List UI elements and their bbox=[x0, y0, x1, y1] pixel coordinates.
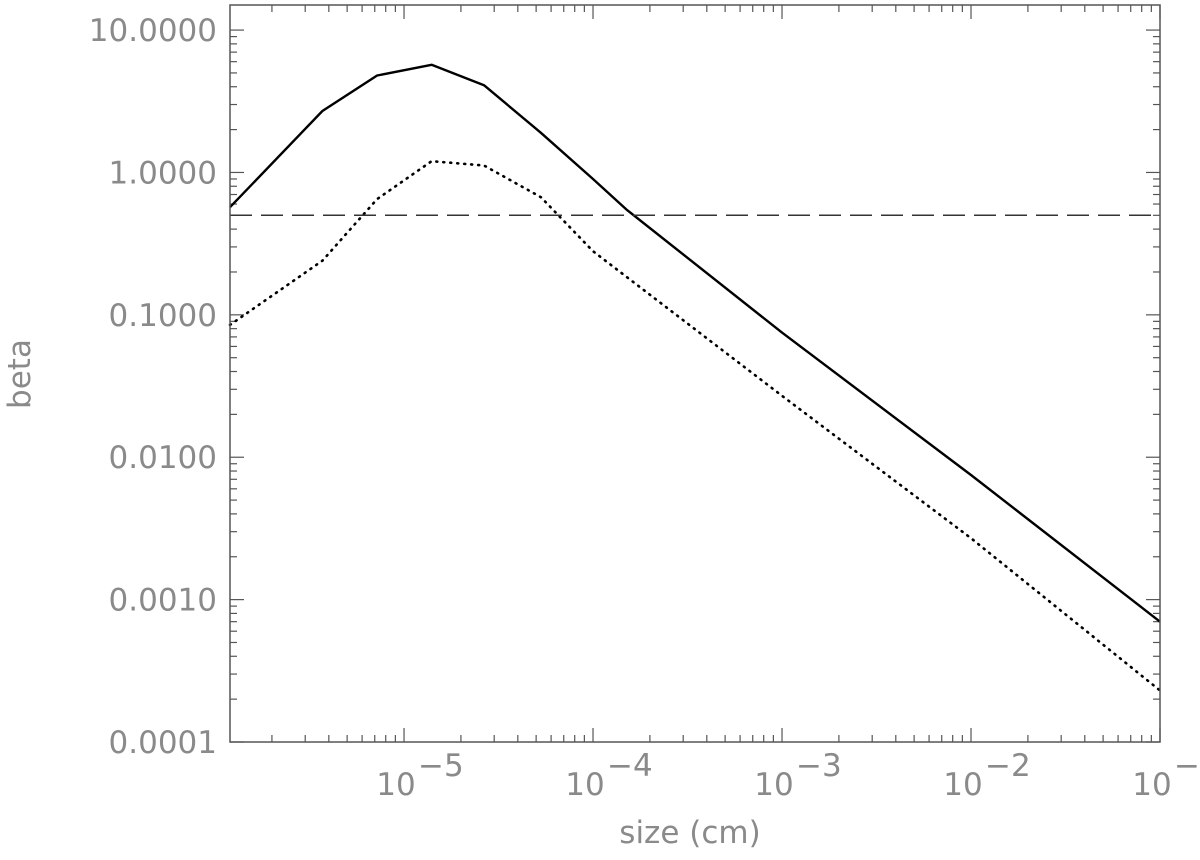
y-tick-label: 0.1000 bbox=[109, 298, 217, 334]
x-tick-label: 10 bbox=[1132, 767, 1171, 803]
x-tick-label: 10 bbox=[754, 767, 793, 803]
ticks-layer bbox=[230, 5, 1161, 743]
x-tick-exponent: −1 bbox=[1174, 748, 1200, 784]
y-tick-label: 1.0000 bbox=[109, 155, 217, 191]
series-layer bbox=[228, 63, 1162, 692]
x-tick-label: 10 bbox=[376, 767, 415, 803]
x-tick-exponent: −2 bbox=[985, 748, 1031, 784]
x-tick-exponent: −4 bbox=[607, 748, 653, 784]
series-solid-line bbox=[229, 63, 1161, 623]
labels-layer: 10−510−410−310−210−110.00001.00000.10000… bbox=[89, 13, 1200, 803]
x-tick-label: 10 bbox=[943, 767, 982, 803]
x-axis-title: size (cm) bbox=[619, 815, 760, 851]
x-tick-exponent: −3 bbox=[796, 748, 842, 784]
x-tick-exponent: −5 bbox=[418, 748, 464, 784]
y-tick-label: 0.0010 bbox=[109, 583, 217, 619]
y-axis-title: beta bbox=[2, 339, 38, 409]
y-tick-label: 0.0100 bbox=[109, 440, 217, 476]
y-tick-label: 10.0000 bbox=[89, 13, 217, 49]
y-tick-label: 0.0001 bbox=[109, 725, 217, 761]
x-tick-label: 10 bbox=[565, 767, 604, 803]
series-dotted-line bbox=[228, 159, 1162, 692]
plot-frame bbox=[229, 4, 1161, 743]
